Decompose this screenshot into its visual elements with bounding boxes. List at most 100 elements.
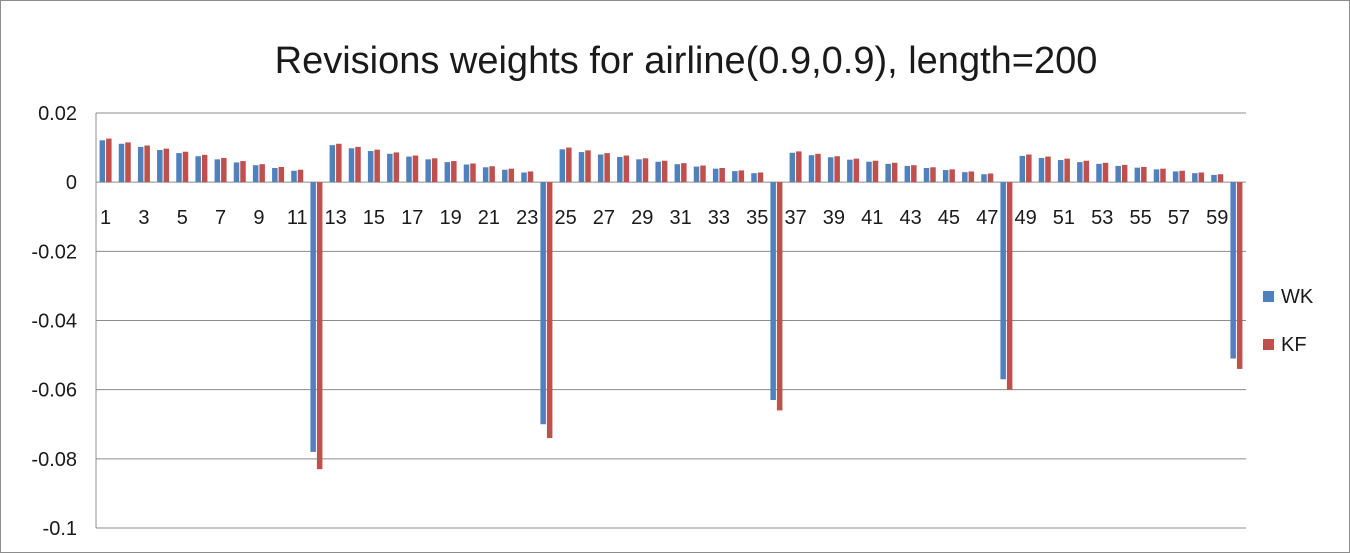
x-tick-label: 57 [1168, 207, 1190, 229]
bar-kf [182, 151, 189, 183]
bar-kf [201, 154, 208, 183]
bar-kf [297, 169, 304, 183]
bar-kf [470, 163, 476, 183]
bar-wk [195, 156, 201, 183]
bar-wk [942, 170, 949, 183]
legend-label-wk: WK [1281, 286, 1314, 308]
bar-kf [1121, 164, 1128, 183]
bar-kf [585, 150, 591, 183]
bar-wk [310, 182, 316, 452]
bar-wk [425, 159, 431, 183]
bar-kf [757, 172, 764, 183]
bar-wk [923, 167, 930, 183]
bar-kf [374, 149, 380, 183]
bar-wk [674, 164, 681, 183]
bar-kf [355, 146, 361, 183]
bar-kf [240, 161, 246, 183]
bar-wk [578, 152, 585, 183]
bar-kf [106, 138, 112, 183]
bar-wk [1000, 182, 1006, 380]
bar-wk [981, 174, 987, 183]
bar-kf [431, 158, 438, 183]
bar-kf [681, 163, 687, 183]
x-tick-label: 35 [746, 207, 768, 229]
x-tick-label: 25 [554, 207, 576, 229]
bar-wk [118, 143, 125, 183]
bar-wk [808, 155, 815, 183]
bar-kf [891, 162, 898, 183]
x-tick-label: 55 [1129, 207, 1151, 229]
x-tick-label: 47 [976, 207, 998, 229]
bar-kf [412, 155, 419, 183]
bar-wk [617, 156, 623, 183]
bar-wk [1038, 157, 1045, 183]
bar-kf [546, 182, 553, 439]
bar-kf [1064, 158, 1070, 183]
bar-wk [1057, 160, 1064, 183]
bar-kf [642, 158, 649, 183]
x-tick-label: 5 [177, 207, 188, 229]
bar-wk [502, 169, 508, 183]
bar-kf [834, 156, 840, 183]
bar-wk [770, 182, 776, 401]
bar-kf [1236, 182, 1243, 369]
bar-kf [738, 170, 745, 183]
legend-swatch-wk [1263, 291, 1274, 302]
y-tick-label: 0.02 [38, 103, 77, 125]
bar-wk [329, 145, 336, 183]
bar-kf [1045, 156, 1051, 183]
bar-wk [272, 167, 278, 183]
bar-kf [566, 147, 572, 183]
y-tick-label: -0.06 [31, 380, 77, 402]
bar-wk [521, 172, 527, 183]
legend-label-kf: KF [1281, 334, 1307, 356]
bar-wk [176, 153, 182, 183]
x-tick-label: 21 [478, 207, 500, 229]
bar-kf [949, 169, 955, 183]
bar-wk [789, 152, 796, 183]
bar-wk [482, 167, 489, 183]
bar-kf [930, 167, 936, 183]
bar-kf [776, 182, 783, 411]
bar-kf [489, 166, 495, 183]
y-tick-label: -0.08 [31, 449, 77, 471]
bar-wk [655, 161, 661, 183]
bar-wk [827, 157, 834, 183]
bar-kf [1083, 160, 1090, 183]
x-tick-label: 19 [439, 207, 461, 229]
bar-kf [508, 168, 515, 183]
y-tick-label: -0.1 [43, 518, 77, 540]
bar-wk [348, 148, 355, 183]
chart-title: Revisions weights for airline(0.9,0.9), … [275, 40, 1098, 82]
y-tick-label: -0.02 [31, 241, 77, 263]
x-tick-label: 53 [1091, 207, 1113, 229]
x-tick-label: 23 [516, 207, 538, 229]
bar-kf [1179, 170, 1185, 183]
bar-kf [872, 160, 879, 183]
x-tick-label: 33 [708, 207, 730, 229]
bar-kf [1217, 174, 1224, 183]
x-tick-label: 3 [138, 207, 149, 229]
bar-wk [1077, 162, 1083, 183]
bar-kf [393, 152, 400, 183]
x-tick-label: 27 [593, 207, 615, 229]
x-tick-label: 17 [401, 207, 423, 229]
x-tick-label: 39 [823, 207, 845, 229]
bar-wk [233, 162, 240, 183]
bar-kf [259, 164, 265, 183]
bar-wk [99, 140, 106, 183]
x-axis-tick-labels: 1 3 5 7 9 11 13 15 17 19 21 23 25 27 29 31 33 35 37 39 41 43 4… [100, 207, 1228, 229]
bar-wk [1096, 163, 1102, 183]
bar-kf [719, 167, 725, 183]
bar-kf [700, 165, 706, 183]
bar-kf [1102, 162, 1109, 183]
bar-wk [540, 182, 546, 425]
y-tick-label: -0.04 [31, 311, 77, 333]
x-tick-label: 9 [253, 207, 264, 229]
bar-wk [597, 154, 604, 183]
bar-kf [623, 155, 630, 183]
bar-wk [904, 165, 911, 183]
bar-wk [214, 159, 221, 183]
x-tick-label: 15 [363, 207, 385, 229]
x-tick-label: 43 [899, 207, 921, 229]
